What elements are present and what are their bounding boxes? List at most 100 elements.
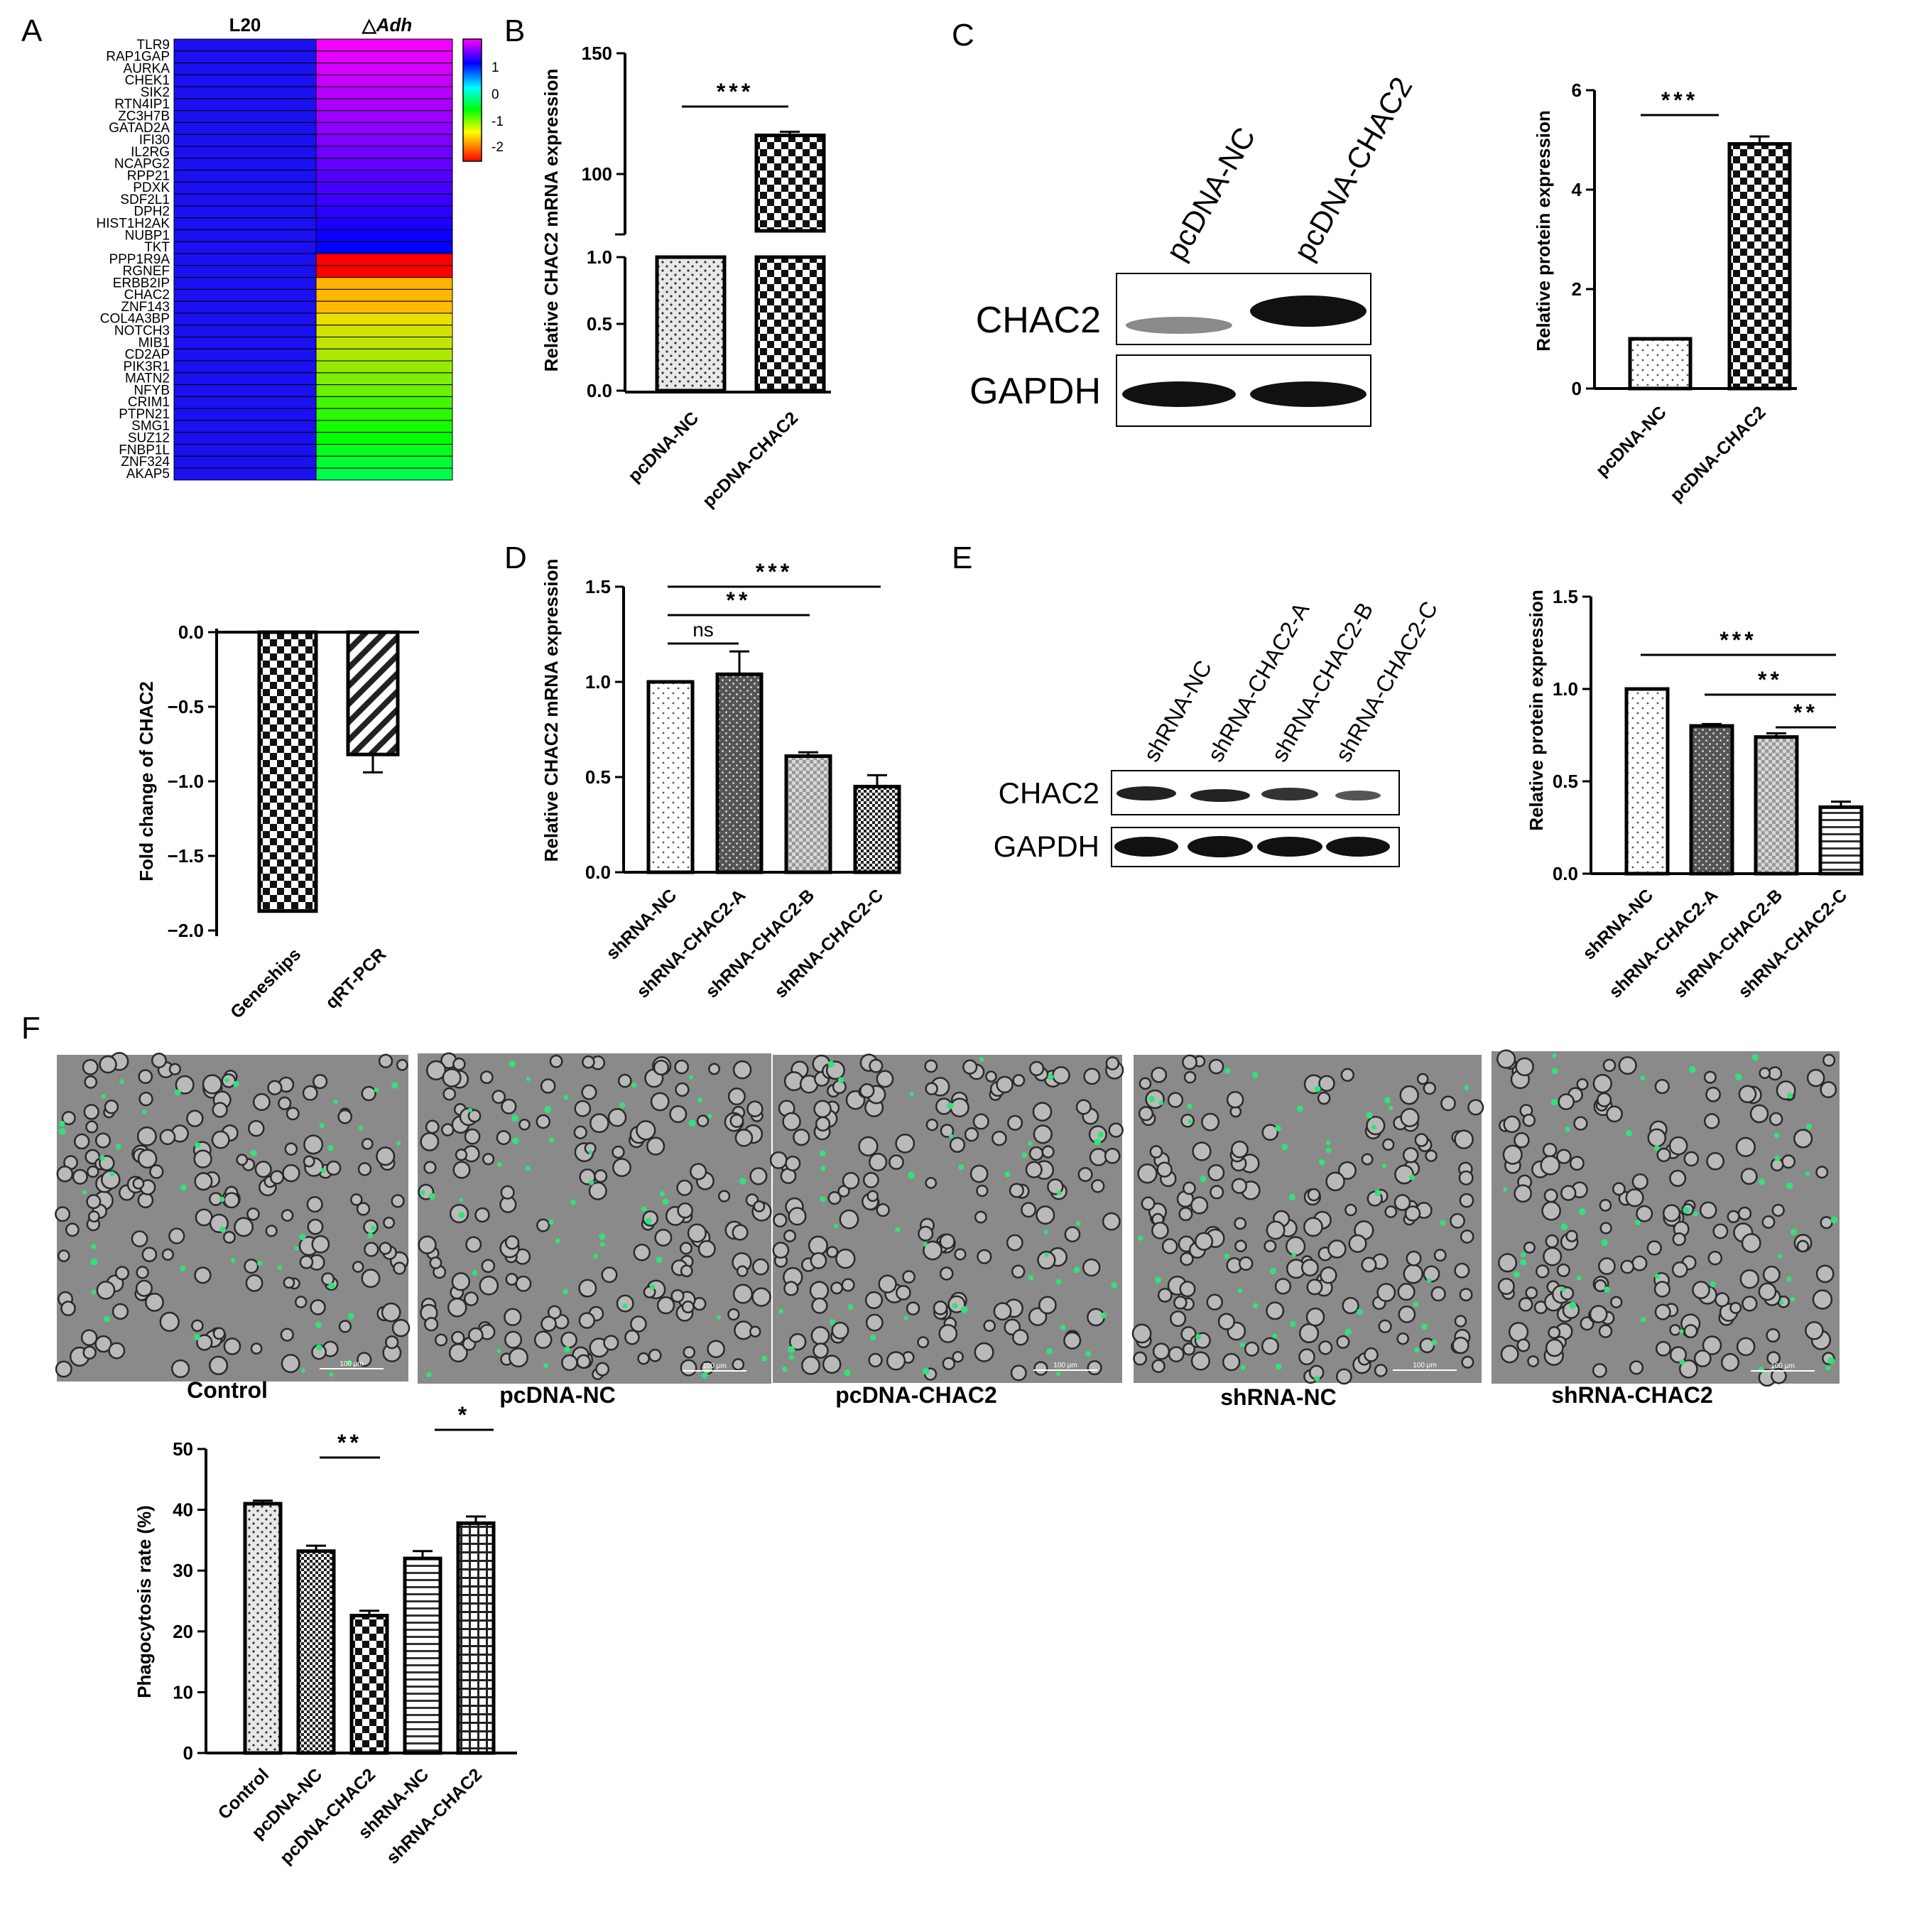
- cell: [876, 1203, 890, 1217]
- cell: [1327, 1239, 1347, 1259]
- fluorescent-bead: [1773, 1132, 1780, 1139]
- cell: [1712, 1223, 1729, 1239]
- fluorescent-bead: [1689, 1066, 1696, 1073]
- fluorescent-bead: [908, 1171, 915, 1179]
- heatmap-cell-adh: [315, 396, 453, 409]
- cell: [1234, 1239, 1247, 1252]
- fluorescent-bead: [1094, 1139, 1102, 1146]
- cell: [991, 1130, 1007, 1146]
- fluorescent-bead: [1275, 1125, 1281, 1131]
- cell: [788, 1333, 807, 1351]
- fluorescent-bead: [1790, 1228, 1798, 1236]
- fluorescent-bead: [1513, 1271, 1520, 1278]
- cell: [1266, 1301, 1285, 1320]
- cell: [326, 1160, 342, 1176]
- cell: [361, 1085, 376, 1102]
- cell: [1192, 1141, 1212, 1161]
- fluorescent-bead: [1626, 1129, 1633, 1136]
- cell: [1145, 1089, 1165, 1109]
- y-axis-title: Relative CHAC2 mRNA expression: [540, 69, 562, 372]
- heatmap-cell-adh: [315, 300, 453, 314]
- fluorescent-bead: [1188, 1119, 1192, 1124]
- fluorescent-bead: [543, 1363, 549, 1369]
- fluorescent-bead: [829, 1319, 836, 1325]
- significance-label: ***: [717, 79, 754, 104]
- cell: [876, 1070, 894, 1088]
- scale-tick-1: 1: [491, 60, 499, 75]
- cell: [1612, 1182, 1626, 1196]
- cell: [939, 1233, 955, 1249]
- cell: [55, 1360, 72, 1378]
- fluorescent-bead: [1296, 1105, 1303, 1112]
- fluorescent-bead: [1825, 1365, 1831, 1371]
- cell: [307, 1218, 324, 1235]
- fluorescent-bead: [1158, 1100, 1164, 1105]
- heatmap-cell-l20: [173, 420, 317, 433]
- caption-shrna-nc: shRNA-NC: [1220, 1384, 1337, 1410]
- fluorescent-bead: [1325, 1140, 1331, 1146]
- cell: [654, 1228, 673, 1247]
- cell: [136, 1266, 149, 1279]
- cell: [1450, 1212, 1465, 1229]
- cell: [1647, 1128, 1667, 1148]
- cell: [364, 1242, 379, 1257]
- cell: [1496, 1049, 1516, 1069]
- cell: [793, 1128, 810, 1146]
- cell: [1749, 1104, 1769, 1124]
- cell: [859, 1082, 875, 1099]
- cell: [1540, 1155, 1560, 1176]
- fluorescent-bead: [1237, 1288, 1243, 1293]
- heatmap-cell-l20: [173, 265, 317, 278]
- cell: [1038, 1296, 1057, 1315]
- cell: [112, 1303, 129, 1320]
- cell: [245, 1274, 263, 1292]
- cell: [138, 1069, 153, 1084]
- fluorescent-bead: [1046, 1348, 1053, 1355]
- cell: [1560, 1185, 1577, 1201]
- cell: [1703, 1070, 1717, 1084]
- cell: [518, 1118, 531, 1131]
- cell: [1758, 1282, 1777, 1301]
- heatmap-gene-label: SDF2L1: [120, 192, 170, 207]
- fluorescent-bead: [960, 1306, 968, 1313]
- fluorescent-bead: [101, 1094, 107, 1100]
- cell: [159, 1129, 176, 1146]
- cell: [1543, 1188, 1558, 1203]
- blot-e-band-gapdh-4: [1326, 837, 1390, 857]
- cell: [361, 1138, 374, 1150]
- cell: [321, 1272, 335, 1286]
- heatmap-gene-label: TKT: [144, 240, 170, 255]
- cell: [1459, 1288, 1473, 1302]
- cell: [1820, 1216, 1833, 1230]
- fluorescent-bead: [761, 1355, 768, 1362]
- chart-f-phagocytosis: 50403020100ControlpcDNA-NCpcDNA-CHAC2shR…: [134, 1402, 517, 1868]
- cell: [1028, 1060, 1045, 1077]
- heatmap-cell-adh: [315, 360, 453, 374]
- cell: [281, 1209, 294, 1222]
- heatmap-gene-label: CHAC2: [124, 288, 170, 303]
- cell: [85, 1120, 99, 1134]
- fluorescent-bead: [374, 1087, 379, 1092]
- cell: [1454, 1129, 1474, 1149]
- cell: [1149, 1145, 1163, 1158]
- y-tick-label: 0.0: [178, 622, 204, 643]
- cell: [1183, 1070, 1197, 1084]
- cell: [683, 1346, 696, 1359]
- fluorescent-bead: [1148, 1095, 1156, 1102]
- fluorescent-bead: [1421, 1323, 1428, 1330]
- cell: [65, 1222, 80, 1237]
- significance-label: ***: [1661, 87, 1698, 113]
- cell: [194, 1172, 213, 1191]
- fluorescent-bead: [1786, 1182, 1793, 1190]
- cell: [917, 1336, 930, 1349]
- cell: [810, 1252, 827, 1269]
- heatmap-gene-label: FNBP1L: [119, 443, 170, 457]
- fluorescent-bead: [82, 1190, 87, 1195]
- fluorescent-bead: [570, 1199, 576, 1205]
- cell: [1707, 1250, 1722, 1266]
- cell: [1151, 1222, 1169, 1239]
- cell: [161, 1248, 175, 1261]
- cell: [1653, 1281, 1671, 1298]
- fluorescent-bead: [467, 1107, 472, 1113]
- cell: [1668, 1136, 1688, 1156]
